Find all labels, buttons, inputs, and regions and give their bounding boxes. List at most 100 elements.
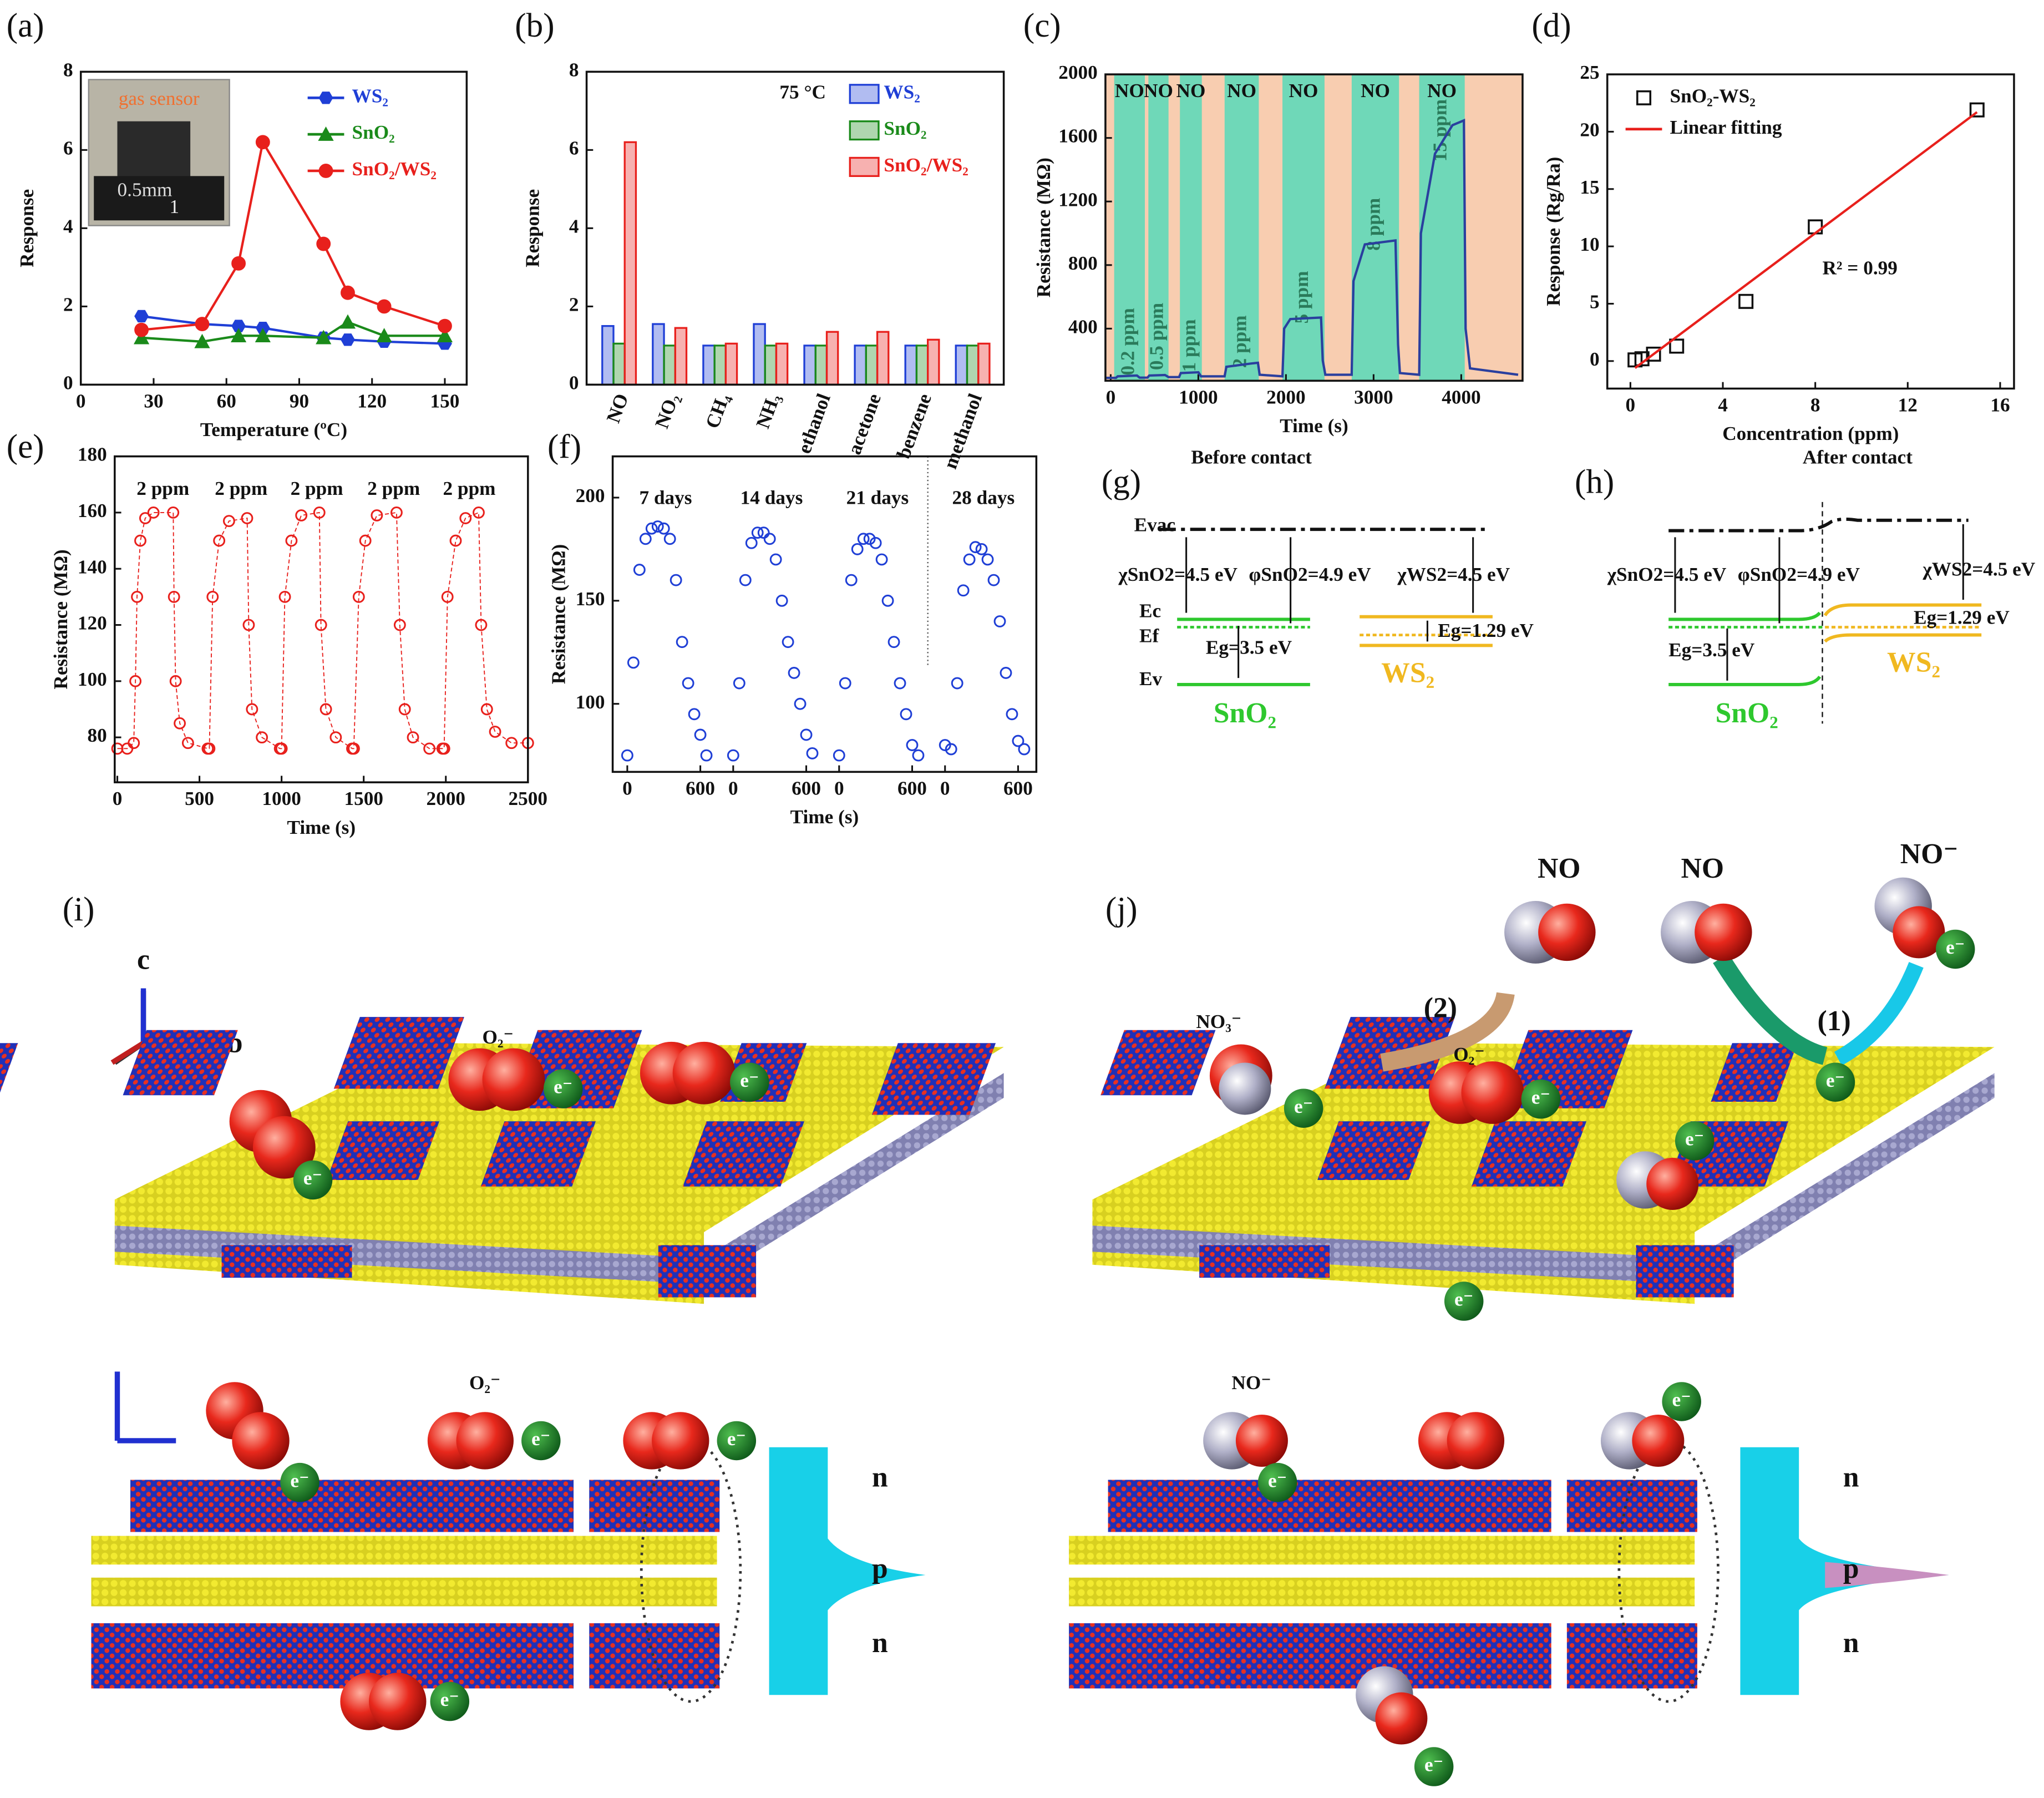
marker (670, 574, 682, 586)
bar (825, 331, 839, 386)
marker (763, 533, 776, 545)
marker (875, 553, 888, 566)
marker (775, 594, 788, 607)
marker (341, 285, 355, 300)
electron-label: e⁻ (1531, 1086, 1550, 1108)
ev: Ev (1139, 668, 1163, 690)
y-tick-label: 10 (1580, 234, 1599, 255)
x-tick-label: 500 (185, 788, 214, 809)
y-tick-label: 0 (1590, 348, 1600, 370)
marker (727, 749, 739, 762)
panel-label: (c) (1023, 7, 1061, 44)
panel-label: (d) (1531, 7, 1571, 44)
marker (295, 509, 308, 521)
marker (423, 742, 436, 755)
x-axis-label: Time (s) (1280, 415, 1348, 437)
line (1634, 111, 1978, 369)
electron (1521, 1079, 1561, 1119)
y-axis-label: Resistance (MΩ) (548, 544, 570, 684)
y-tick-label: 200 (576, 485, 605, 507)
band-label: n (1843, 1627, 1859, 1659)
marker (900, 708, 912, 721)
y-tick-label: 1200 (1058, 189, 1097, 210)
ws2-cb (1823, 603, 1982, 617)
marker (733, 677, 745, 690)
y-axis-label: Response (16, 189, 38, 267)
marker (255, 321, 270, 335)
electron-label: e⁻ (1294, 1096, 1313, 1117)
chi-ws2: χWS2=4.5 eV (1397, 564, 1510, 585)
inset-scale: 0.5mm (118, 179, 173, 201)
x-tick-label: 90 (290, 390, 309, 412)
marker (489, 726, 501, 738)
ion-label: NO⁻ (1231, 1372, 1271, 1394)
annotation: 2 ppm (443, 478, 496, 499)
marker (181, 737, 194, 749)
electron-label: e⁻ (740, 1070, 759, 1091)
caption: After contact (1803, 446, 1913, 468)
marker (246, 703, 258, 716)
oxygen (1893, 906, 1945, 959)
electron-label: e⁻ (1268, 1470, 1287, 1491)
marker (213, 534, 226, 547)
annotation: 2 ppm (291, 478, 343, 499)
marker (407, 731, 419, 744)
band-label: n (872, 1627, 888, 1659)
series-label: 7 days (640, 487, 692, 508)
x-tick-label: 2500 (509, 788, 548, 809)
oxygen (672, 1041, 736, 1105)
plot-frame (114, 455, 529, 783)
marker (339, 314, 356, 329)
x-axis-label: Time (s) (287, 817, 356, 838)
bar (814, 345, 828, 386)
marker (957, 584, 970, 597)
band-label: p (872, 1553, 888, 1584)
bar (663, 345, 676, 386)
annotation: 2 ppm (136, 478, 189, 499)
marker (851, 543, 864, 555)
y-axis-label: Resistance (MΩ) (1033, 158, 1054, 297)
x-tick-label: 600 (792, 777, 821, 799)
electron-label: e⁻ (290, 1470, 309, 1491)
bar (876, 331, 890, 386)
y-tick-label: 0 (569, 372, 579, 393)
ion-label: O₂⁻ (469, 1372, 501, 1394)
y-tick-label: 20 (1580, 119, 1599, 140)
x-tick-label: 150 (430, 390, 460, 412)
marker (438, 742, 450, 755)
marker (751, 526, 764, 539)
y-tick-label: 80 (87, 725, 106, 746)
x-tick-label: 2000 (1266, 386, 1306, 408)
marker (195, 317, 210, 332)
arrow-1-in (1713, 953, 1828, 1065)
phi-sno2: φSnO2=4.9 eV (1738, 564, 1860, 585)
marker (242, 619, 255, 631)
marker (131, 590, 144, 603)
bar (775, 342, 789, 386)
marker (222, 515, 235, 528)
nitrogen (1219, 1062, 1271, 1115)
marker (480, 703, 493, 716)
marker (1006, 708, 1018, 721)
marker (231, 256, 246, 271)
band (1180, 74, 1202, 381)
band (1282, 74, 1325, 381)
band (1419, 74, 1465, 381)
legend-swatch (849, 120, 880, 141)
oxygen (252, 1116, 316, 1179)
marker (352, 590, 365, 603)
marker (139, 512, 151, 524)
band (1351, 74, 1399, 381)
electron-label: e⁻ (1454, 1289, 1473, 1310)
series-label: 21 days (846, 487, 909, 508)
marker (167, 507, 180, 519)
ion-label: O₂⁻ (1453, 1044, 1485, 1065)
evac: Evac (1134, 514, 1175, 536)
plot-frame (1606, 73, 2015, 390)
marker (348, 742, 360, 755)
chart: (b) 0 2 4 6 8 Response NO NO₂ CH₄ NH₃ ethanol aceton… (515, 7, 1005, 472)
inset-title: gas sensor (119, 88, 200, 109)
y-tick-label: 8 (569, 59, 579, 80)
x-tick-label: 4 (1718, 394, 1728, 416)
oxygen (1646, 1158, 1699, 1211)
